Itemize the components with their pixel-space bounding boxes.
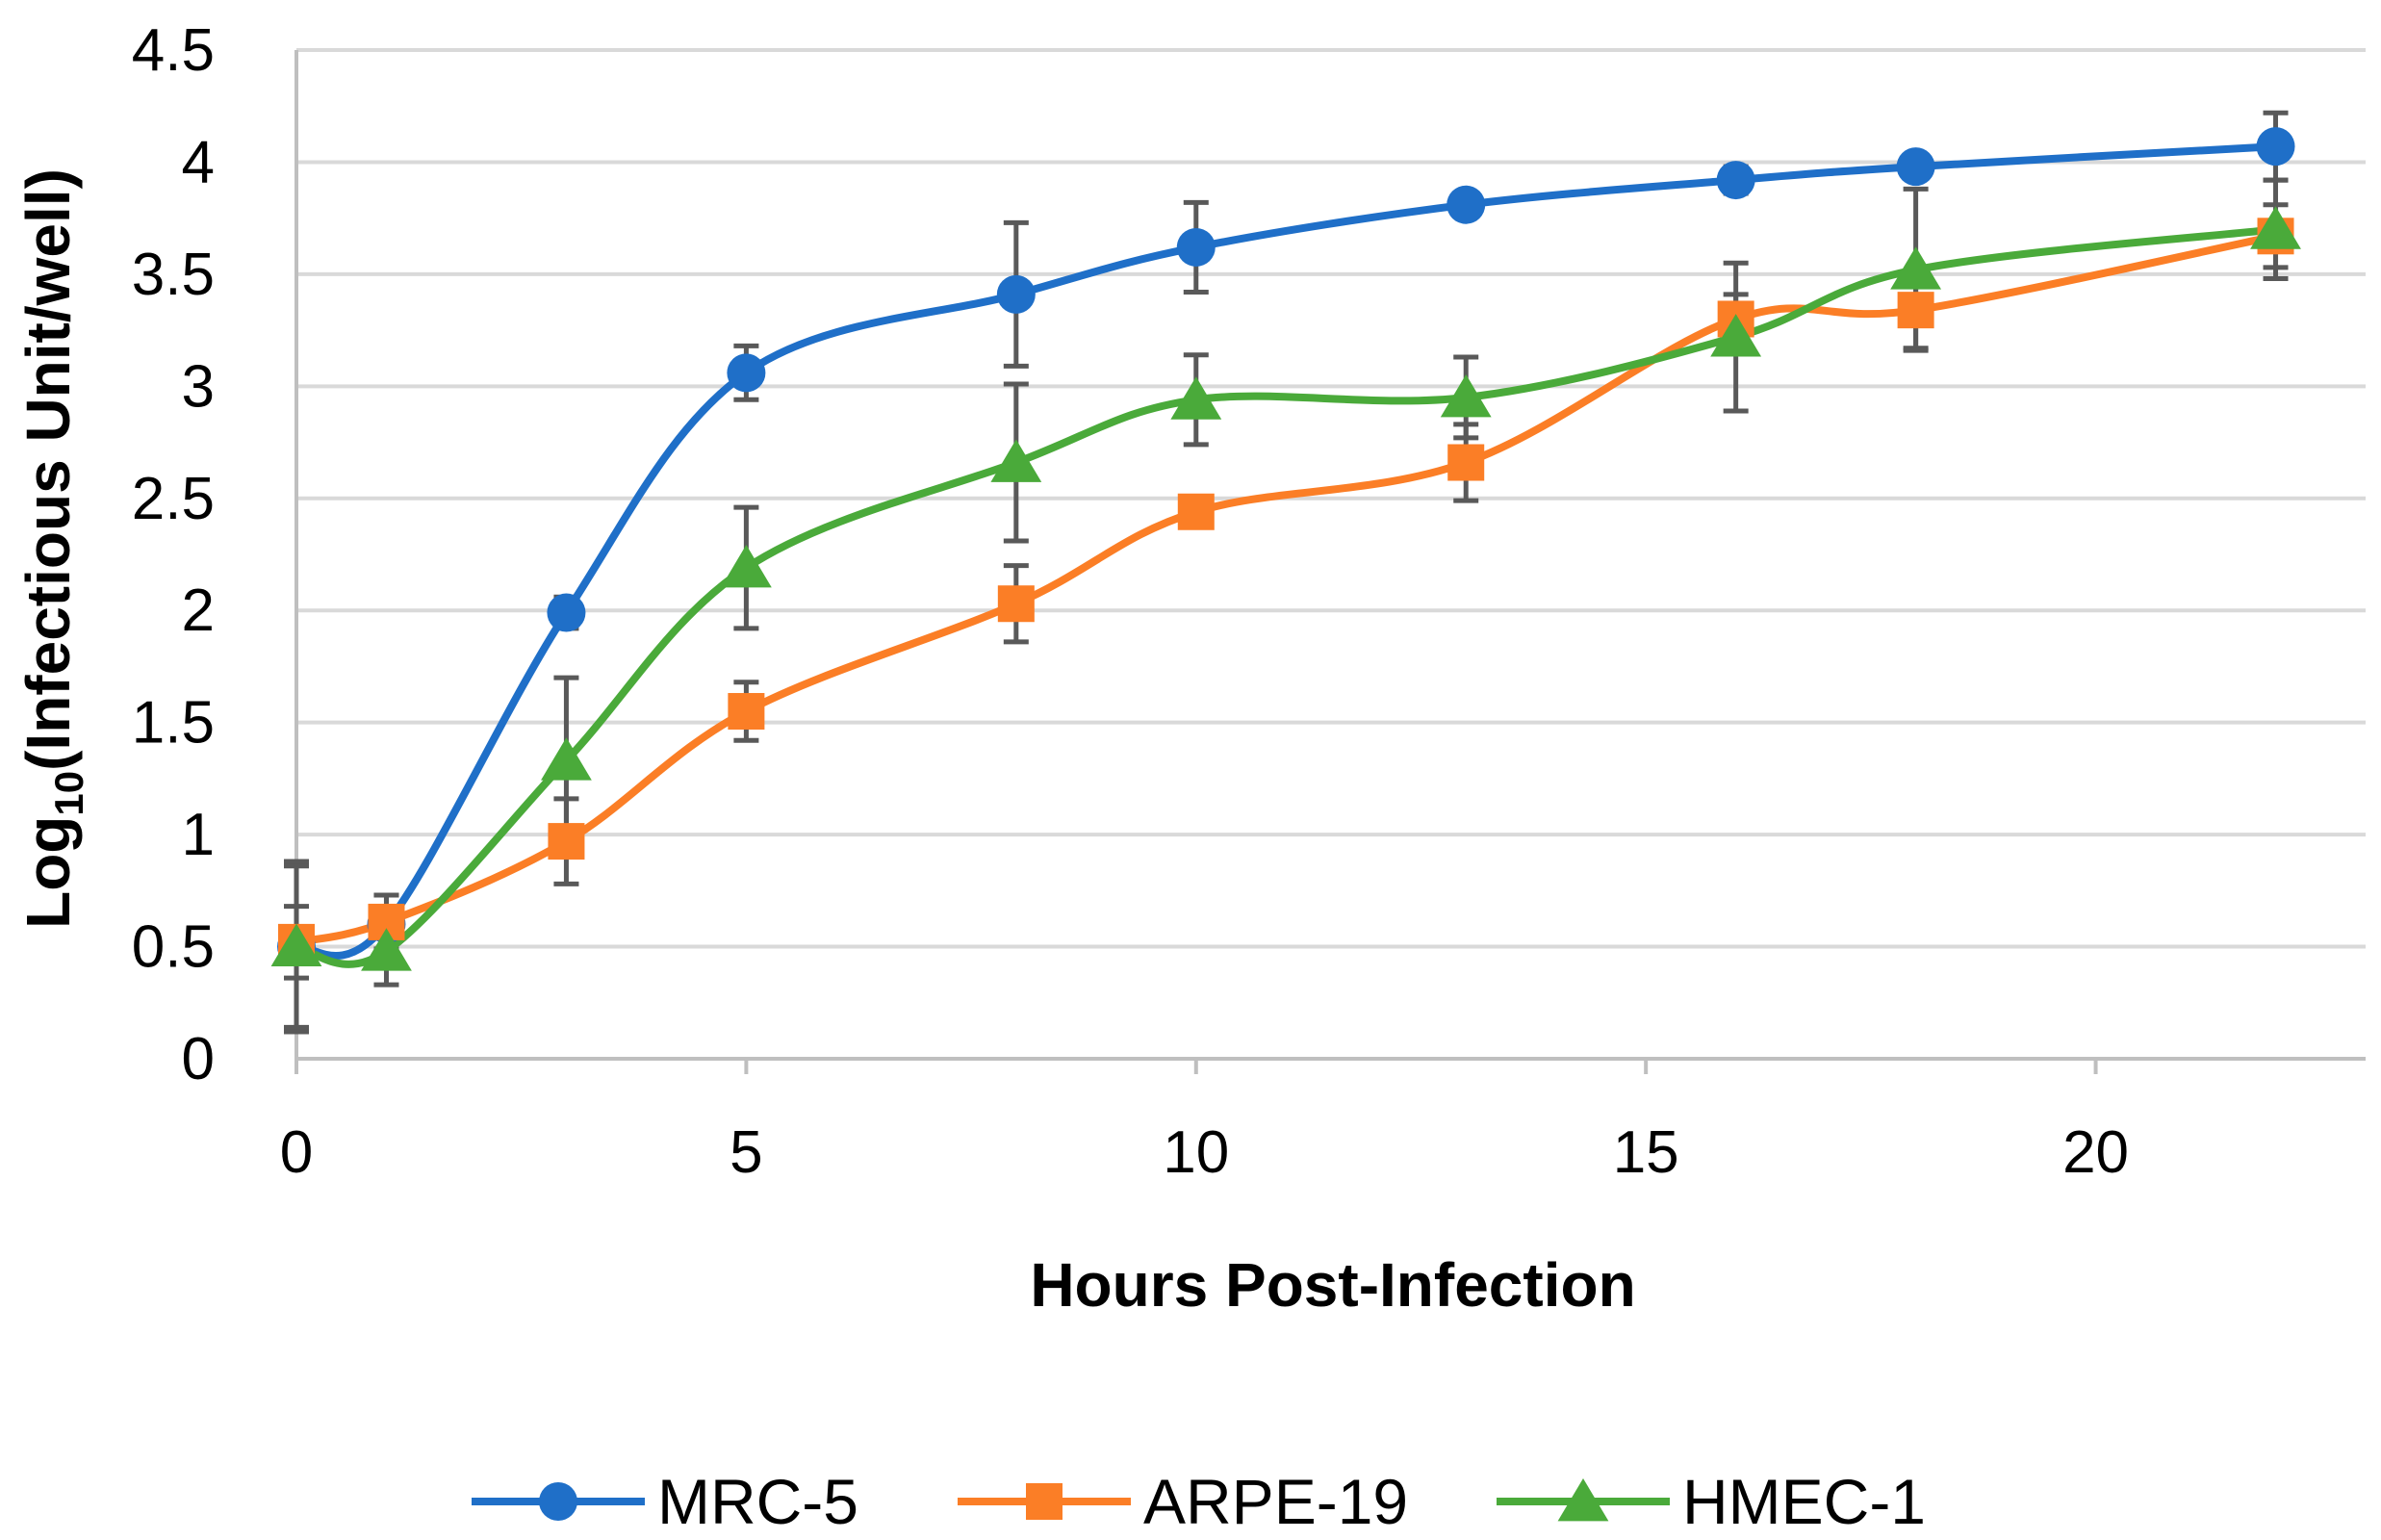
y-tick-label-4: 2 [182,578,215,644]
legend-label-mrc-5: MRC-5 [657,1466,858,1537]
hmec-1-point-8 [1890,246,1942,290]
hmec-1-point-3 [720,544,772,588]
y-axis-title: Log10(Infectious Unit/well) [13,168,91,929]
mrc-5-point-7 [1716,161,1755,200]
y-axis-title-prefix: Log [13,816,83,929]
arpe-19-point-6 [1447,444,1485,481]
arpe-19-point-8 [1897,292,1934,329]
y-tick-label-0: 0 [182,1026,215,1092]
mrc-5-point-5 [1176,227,1216,267]
series-markers [270,127,2301,971]
x-tick-label-0: 0 [280,1119,313,1186]
arpe-19-point-4 [997,585,1035,623]
mrc-5-line [293,142,2280,960]
mrc-5-point-8 [1896,147,1935,187]
y-axis-title-suffix: (Infectious Unit/well) [13,168,83,771]
mrc-5-point-9 [2256,127,2295,167]
legend-marker-mrc-5 [539,1482,577,1521]
hmec-1-point-5 [1170,376,1222,420]
y-tick-label-7: 3.5 [132,242,215,308]
legend-marker-hmec-1 [1557,1478,1609,1522]
tick-labels: 0 0.5 1 1.5 2 2.5 3 3.5 4 4.5 0 5 10 15 20 [132,17,2129,1186]
y-axis-title-subscript: 10 [46,771,91,816]
y-tick-label-5: 2.5 [132,466,215,532]
y-tick-label-1: 0.5 [132,914,215,981]
hmec-1-point-4 [990,439,1042,482]
y-tick-label-8: 4 [182,129,215,195]
hmec-1-point-6 [1440,373,1492,418]
legend-marker-arpe-19 [1026,1483,1062,1520]
x-tick-label-1: 5 [730,1119,762,1186]
hmec-1-point-0 [270,923,322,966]
hmec-1-point-7 [1710,314,1762,357]
legend-item-hmec-1: HMEC-1 [1497,1466,1926,1537]
y-tick-label-9: 4.5 [132,17,215,84]
y-tick-label-3: 1.5 [132,690,215,757]
legend-item-mrc-5: MRC-5 [472,1466,858,1537]
mrc-5-point-2 [547,593,586,632]
legend-label-arpe-19: ARPE-19 [1143,1466,1408,1537]
arpe-19-point-2 [548,823,585,860]
legend-item-arpe-19: ARPE-19 [958,1466,1408,1537]
arpe-19-point-5 [1177,493,1215,530]
arpe-19-point-3 [728,693,765,731]
hmec-1-point-2 [541,737,592,781]
mrc-5-point-3 [727,353,766,393]
y-tick-label-6: 3 [182,353,215,420]
hmec-1-line [293,225,2280,968]
mrc-5-point-6 [1447,185,1486,224]
x-tick-label-4: 20 [2062,1119,2129,1186]
x-axis-title: Hours Post-Infection [1030,1250,1635,1320]
error-bars [284,110,2289,1035]
x-tick-label-3: 15 [1613,1119,1679,1186]
y-tick-label-2: 1 [182,802,215,868]
series-lines [293,142,2280,968]
hmec-1-point-9 [2250,206,2301,249]
axes [294,50,2366,1074]
legend-label-hmec-1: HMEC-1 [1682,1466,1926,1537]
mrc-5-point-4 [996,274,1036,314]
hmec-1-point-1 [361,928,412,971]
x-tick-label-2: 10 [1163,1119,1229,1186]
legend: MRC-5 ARPE-19 HMEC-1 [472,1466,1926,1537]
